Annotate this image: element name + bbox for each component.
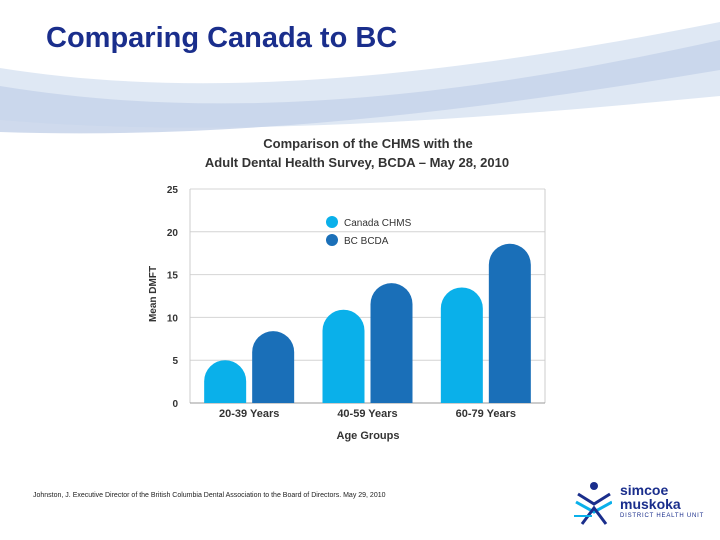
x-axis-label: Age Groups	[337, 430, 400, 442]
person-figure-icon	[574, 482, 612, 525]
bar-canada-chms	[322, 309, 365, 403]
bar-bc-bcda	[488, 243, 531, 403]
bar-bc-bcda	[370, 283, 413, 403]
logo-text-muskoka: muskoka	[620, 496, 681, 512]
organization-logo: simcoe muskoka DISTRICT HEALTH UNIT	[572, 480, 704, 526]
chart-title-line2: Adult Dental Health Survey, BCDA – May 2…	[205, 155, 509, 170]
chart-title-line1: Comparison of the CHMS with the	[263, 136, 472, 151]
logo-text-district: DISTRICT HEALTH UNIT	[620, 513, 705, 519]
legend-swatch	[326, 216, 338, 228]
slide-title: Comparing Canada to BC	[46, 22, 398, 54]
x-tick-label: 40-59 Years	[337, 408, 397, 420]
y-tick-label: 5	[172, 356, 178, 367]
y-tick-label: 25	[167, 185, 179, 196]
legend-label: BC BCDA	[344, 236, 389, 247]
legend-swatch	[326, 234, 338, 246]
y-tick-label: 10	[167, 313, 179, 324]
legend-label: Canada CHMS	[344, 218, 412, 229]
bar-chart: Comparison of the CHMS with the Adult De…	[148, 136, 546, 442]
bar-bc-bcda	[252, 331, 295, 403]
y-tick-label: 0	[172, 399, 178, 410]
y-axis-label: Mean DMFT	[148, 266, 159, 322]
logo-text-simcoe: simcoe	[620, 482, 669, 498]
bar-canada-chms	[440, 287, 483, 403]
y-tick-label: 15	[167, 271, 179, 282]
citation-text: Johnston, J. Executive Director of the B…	[33, 492, 386, 499]
y-tick-label: 20	[167, 228, 179, 239]
bar-canada-chms	[204, 360, 247, 403]
x-tick-label: 20-39 Years	[219, 408, 279, 420]
x-tick-label: 60-79 Years	[456, 408, 516, 420]
